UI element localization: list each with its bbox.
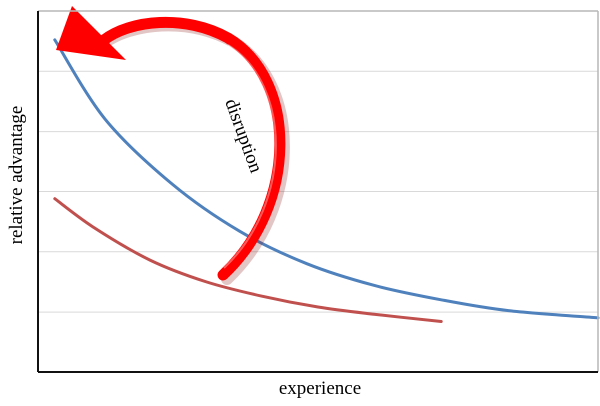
series-line-0	[53, 38, 600, 320]
disruption-arrow	[56, 6, 290, 285]
series-layer	[53, 38, 600, 323]
grid	[38, 70, 598, 313]
arrow-head	[56, 6, 126, 60]
series-line-1	[53, 197, 443, 323]
x-axis-label: experience	[278, 378, 362, 399]
y-axis-label-text: relative advantage	[6, 105, 27, 245]
y-axis-label: relative advantage	[2, 70, 32, 280]
arrow-shaft	[98, 16, 286, 281]
arrow-highlight	[223, 44, 277, 269]
